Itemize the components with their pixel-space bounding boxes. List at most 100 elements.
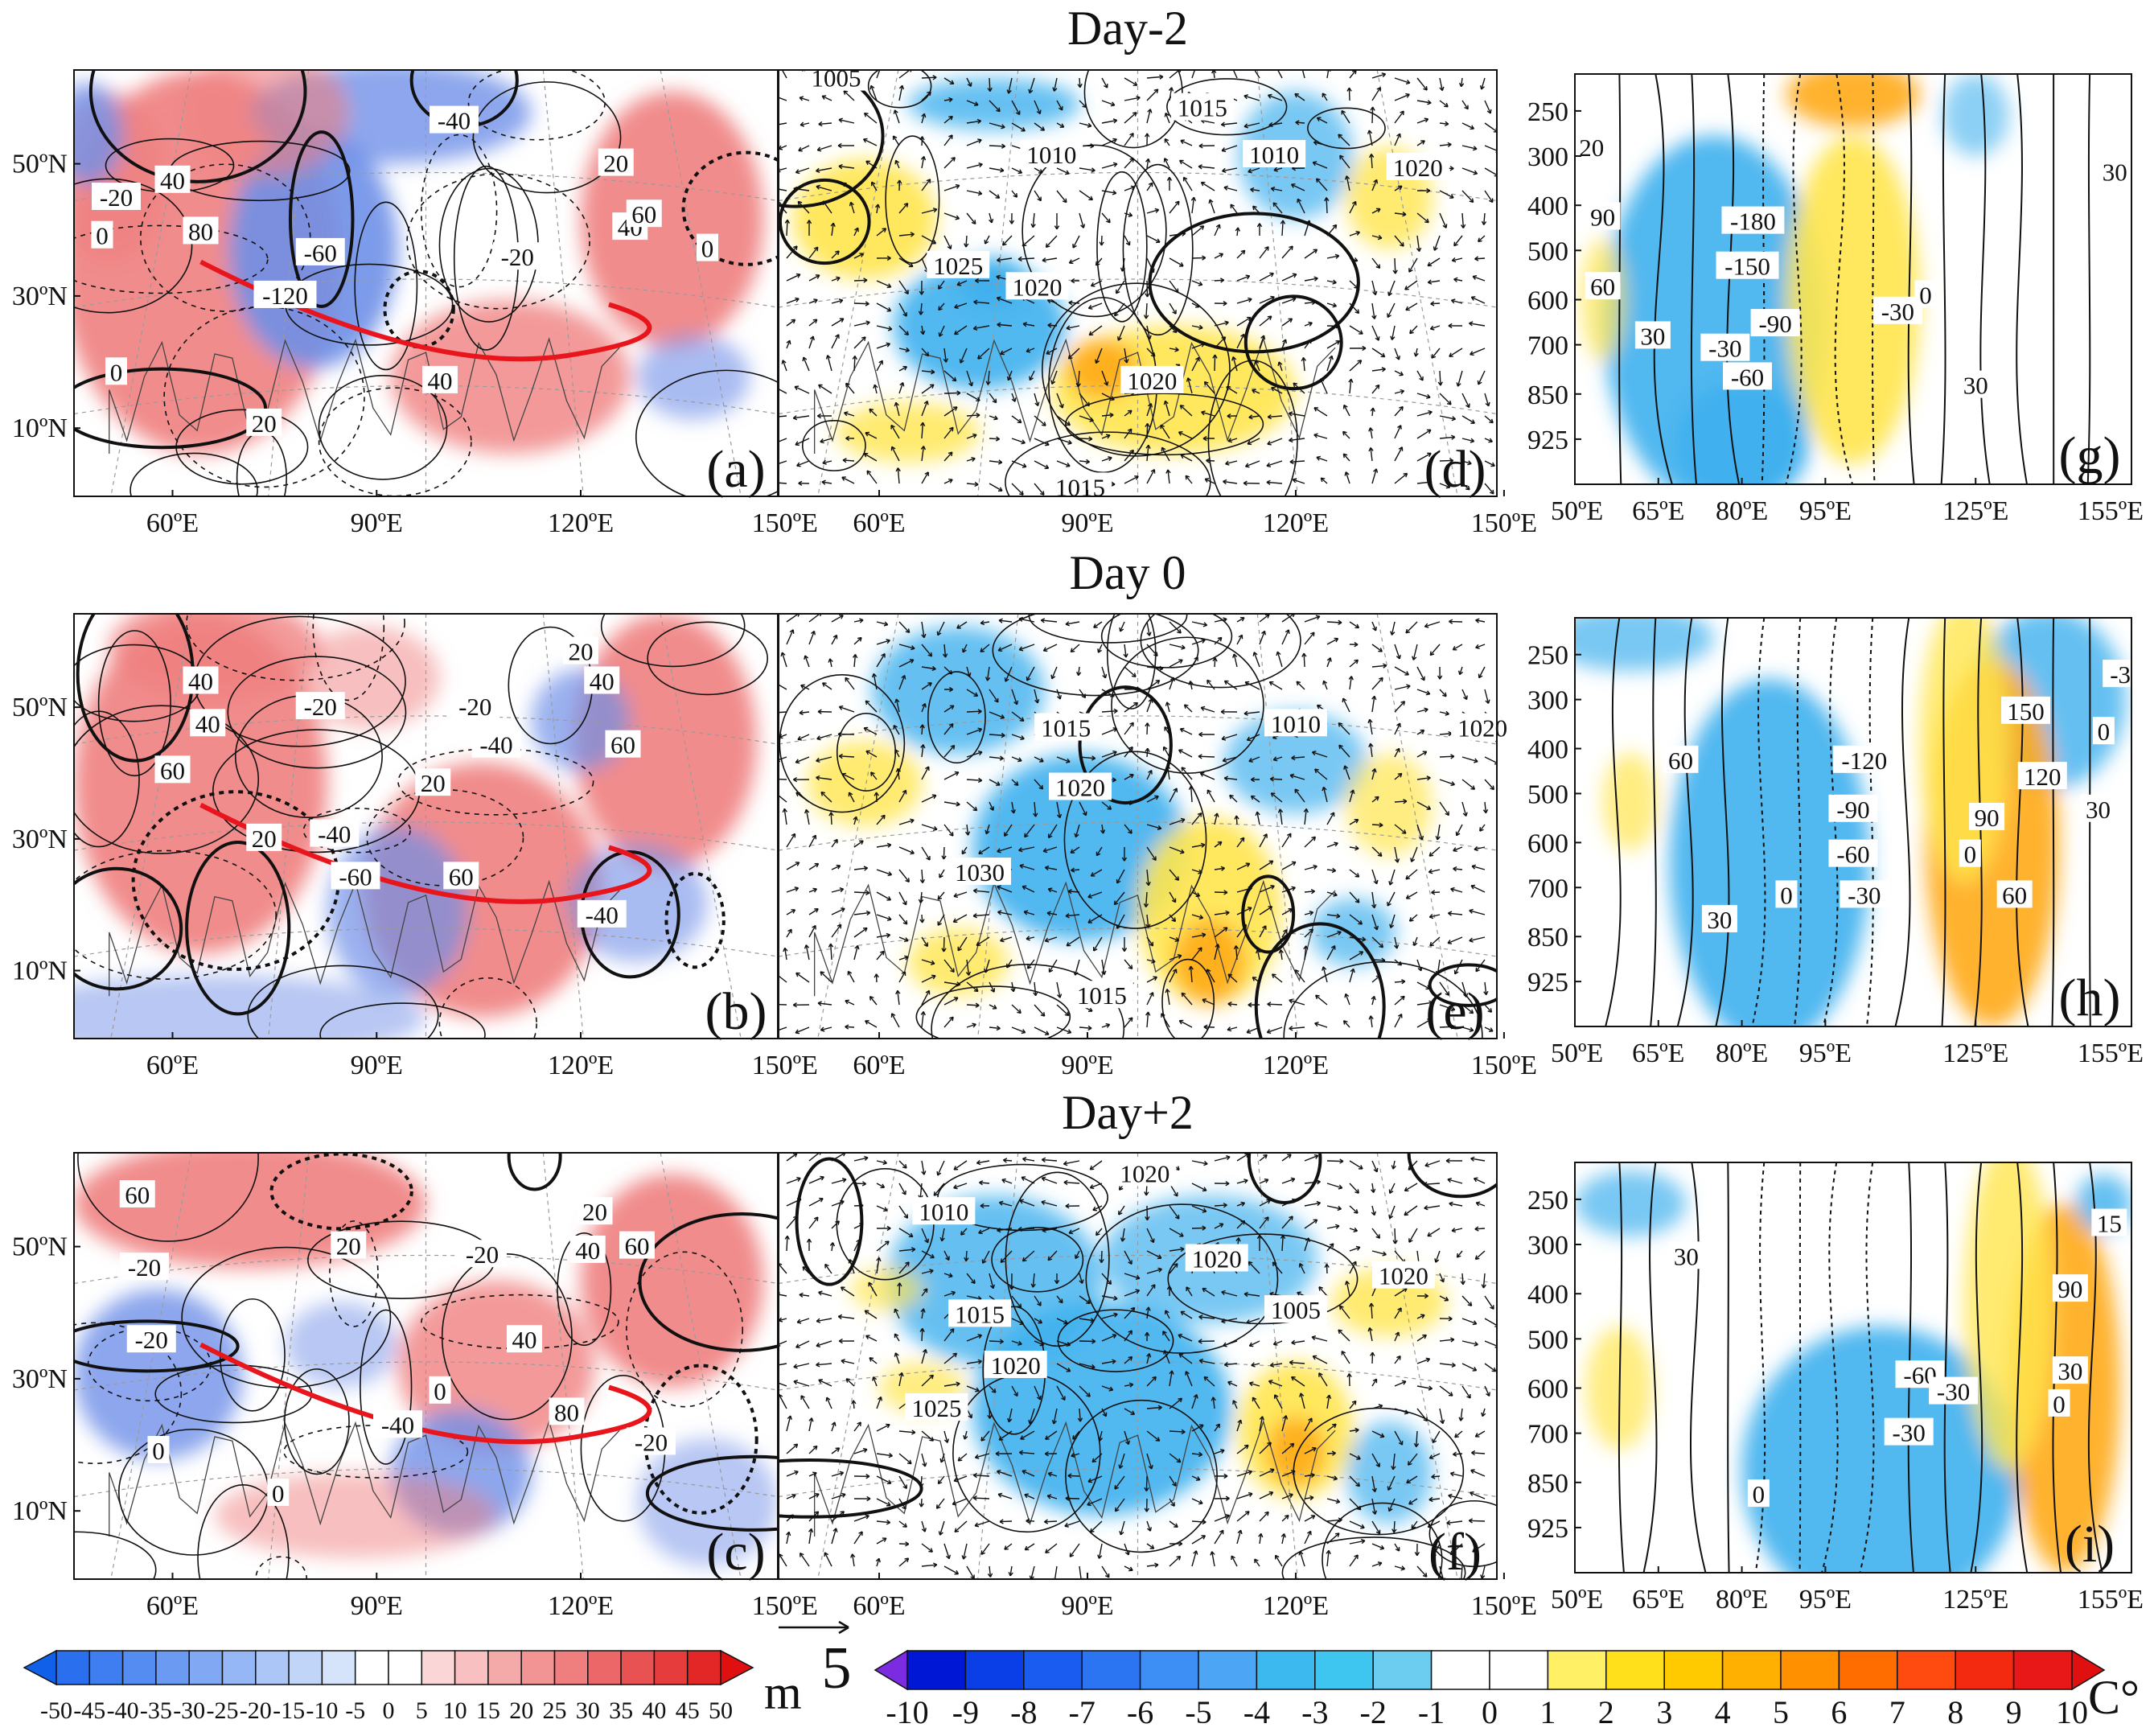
wind-arrow <box>1124 475 1139 484</box>
wind-arrow-head <box>1272 1261 1277 1267</box>
contour <box>915 985 1071 1039</box>
wind-arrow <box>1005 666 1013 682</box>
wind-arrow-head <box>1235 1237 1241 1242</box>
wind-arrow-head <box>1453 1451 1457 1457</box>
wind-arrow <box>1026 348 1035 352</box>
wind-arrow <box>1079 212 1084 228</box>
wind-arrow-head <box>1186 1286 1190 1291</box>
wind-arrow <box>1113 891 1125 906</box>
wind-arrow <box>1099 1430 1103 1442</box>
wind-arrow <box>1213 70 1215 79</box>
wind-arrow <box>1191 325 1203 329</box>
wind-arrow-head <box>1367 130 1373 134</box>
wind-arrow-head <box>781 360 787 364</box>
contour-label-box <box>2080 794 2116 822</box>
wind-arrow-head <box>1182 176 1188 182</box>
wind-arrow <box>1345 471 1350 484</box>
wind-arrow <box>1429 644 1441 656</box>
wind-arrow <box>1326 945 1336 961</box>
wind-arrow <box>1326 621 1342 623</box>
wind-arrow-head <box>1405 93 1410 98</box>
wind-arrow-head <box>919 1503 924 1508</box>
wind-arrow <box>1394 257 1396 274</box>
wind-arrow <box>779 145 787 150</box>
wind-arrow <box>1236 1220 1245 1229</box>
wind-arrow-head <box>1274 64 1278 68</box>
contour <box>1078 685 1173 805</box>
wind-arrow-head <box>1463 695 1468 701</box>
wind-arrow <box>822 200 832 214</box>
colorbar-segment <box>620 1650 656 1685</box>
wind-arrow <box>830 812 832 825</box>
wind-arrow-head <box>886 639 890 644</box>
wind-arrow-head <box>976 118 982 125</box>
wind-arrow <box>1281 833 1292 848</box>
wind-arrow-head <box>879 950 885 956</box>
wind-arrow-head <box>1426 805 1432 810</box>
wind-arrow-head <box>1199 1424 1204 1430</box>
wind-arrow <box>1424 1160 1441 1166</box>
wind-arrow-head <box>817 709 822 714</box>
wind-arrow <box>1281 274 1297 282</box>
wind-arrow-head <box>930 960 935 965</box>
wind-arrow-head <box>1045 441 1050 446</box>
wind-arrow <box>779 122 787 125</box>
x-tick-label: 80ºE <box>1716 496 1768 526</box>
wind-arrow <box>1474 1228 1486 1230</box>
wind-arrow-head <box>989 218 994 224</box>
wind-arrow <box>1416 730 1424 735</box>
contour-label-box <box>183 666 219 694</box>
wind-arrow-head <box>1267 413 1272 420</box>
wind-arrow <box>1394 1307 1402 1319</box>
wind-arrow-head <box>976 413 980 418</box>
contour-label: -20 <box>466 1240 499 1269</box>
wind-arrow-head <box>881 814 886 820</box>
wind-arrow-head <box>1019 491 1024 496</box>
wind-arrow <box>1146 1250 1162 1259</box>
contour-label: 40 <box>575 1236 600 1265</box>
wind-arrow <box>1394 406 1404 417</box>
wind-arrow-head <box>1310 1515 1316 1520</box>
contour-label: -40 <box>381 1411 414 1439</box>
contour <box>635 369 778 496</box>
wind-arrow-head <box>1015 110 1021 116</box>
contour-label: -60 <box>1836 841 1869 869</box>
wind-arrow <box>1289 774 1305 780</box>
wind-arrow <box>1389 1183 1396 1194</box>
wind-arrow <box>1056 981 1061 998</box>
wind-arrow <box>1345 993 1350 1006</box>
wind-arrow-head <box>869 84 875 90</box>
wind-arrow-head <box>1112 138 1117 143</box>
wind-arrow-head <box>1309 928 1314 933</box>
wind-arrow <box>960 348 968 364</box>
wind-arrow-head <box>956 801 960 807</box>
wind-arrow-head <box>1367 718 1373 724</box>
trough-axis-line <box>199 1342 652 1445</box>
wind-arrow <box>985 959 990 973</box>
wind-arrow <box>1124 158 1134 169</box>
wind-arrow-head <box>1355 1482 1360 1487</box>
wind-arrow <box>1169 302 1177 315</box>
wind-arrow-head <box>1338 1184 1343 1190</box>
wind-arrow <box>808 1511 820 1522</box>
wind-arrow <box>1304 866 1317 870</box>
wind-arrow <box>1371 385 1380 394</box>
wind-arrow-head <box>865 320 870 326</box>
wind-arrow-head <box>1473 1177 1478 1183</box>
wind-arrow-head <box>1019 717 1025 722</box>
wind-arrow <box>921 156 925 169</box>
y-tick-label: 250 <box>1527 1186 1568 1216</box>
wind-arrow-head <box>1277 361 1283 366</box>
wind-arrow-head <box>1449 166 1454 171</box>
contour-label-box <box>1070 981 1133 1009</box>
wind-arrow-head <box>919 1483 924 1487</box>
wind-arrow-head <box>1445 710 1449 716</box>
wind-arrow-head <box>1248 168 1252 174</box>
wind-arrow <box>966 190 982 195</box>
wind-arrow <box>1180 139 1193 146</box>
wind-arrow <box>865 750 878 758</box>
wind-arrow-head <box>795 862 800 866</box>
plot-frame <box>1574 73 2132 485</box>
wind-arrow-head <box>1424 707 1428 713</box>
wind-arrow-head <box>1186 377 1191 382</box>
